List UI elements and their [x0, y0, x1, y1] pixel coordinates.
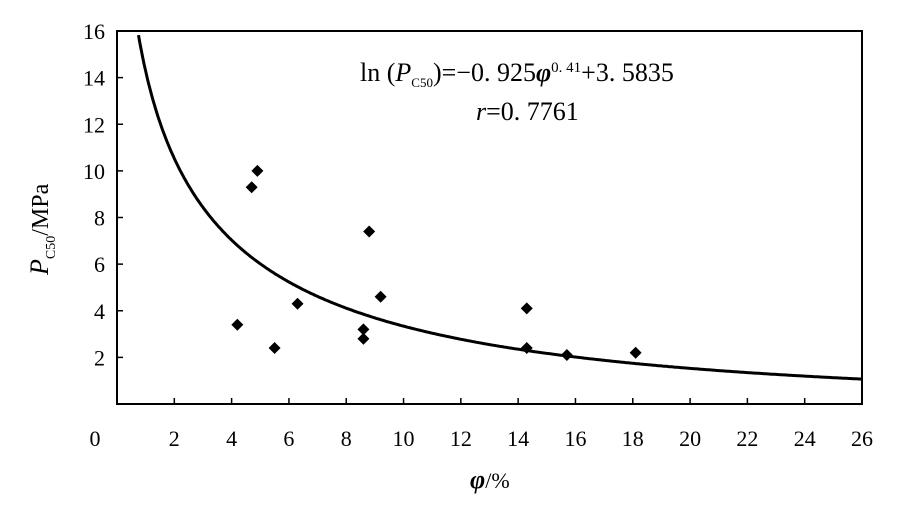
- equation-annotation: ln (PC50)=−0. 925φ0. 41+3. 5835: [360, 58, 674, 90]
- x-label-unit: /%: [485, 468, 509, 493]
- data-point-diamond: [291, 297, 304, 310]
- x-tick-label: 2: [169, 426, 180, 451]
- y-axis-label: PC50/MPa: [25, 183, 59, 276]
- data-point-diamond: [268, 342, 281, 355]
- data-point-diamond: [357, 332, 370, 345]
- x-tick-label: 14: [507, 426, 529, 451]
- data-point-diamond: [520, 342, 533, 355]
- x-tick-label: 26: [851, 426, 873, 451]
- x-tick-label: 10: [393, 426, 415, 451]
- eq-phi: φ: [536, 58, 551, 87]
- eq-exp: 0. 41: [551, 60, 581, 76]
- y-label-subscript: C50: [44, 236, 59, 259]
- y-tick-label: 8: [94, 206, 105, 231]
- x-tick-label: 20: [679, 426, 701, 451]
- x-tick-label: 12: [450, 426, 472, 451]
- x-tick-label: 8: [341, 426, 352, 451]
- x-label-symbol: φ: [470, 465, 485, 494]
- x-tick-label: 22: [736, 426, 758, 451]
- y-tick-label: 12: [83, 112, 105, 137]
- data-point-diamond: [245, 181, 258, 194]
- data-point-diamond: [231, 318, 244, 331]
- r-symbol: r: [476, 97, 487, 126]
- r-annotation: r=0. 7761: [476, 97, 579, 126]
- eq-ln: ln (: [360, 58, 395, 87]
- fit-curve: [137, 34, 863, 381]
- y-label-unit: /MPa: [28, 183, 54, 235]
- data-points: [231, 164, 642, 362]
- x-tick-label: 16: [564, 426, 586, 451]
- data-point-diamond: [374, 290, 387, 303]
- x-tick-label: 18: [622, 426, 644, 451]
- data-point-diamond: [357, 323, 370, 336]
- data-point-diamond: [520, 302, 533, 315]
- x-tick-label: 0: [90, 426, 101, 451]
- y-tick-label: 6: [94, 252, 105, 277]
- y-tick-labels: 2 4 6 8 10 12 14 16: [83, 19, 105, 370]
- y-tick-label: 14: [83, 66, 105, 91]
- y-label-symbol: P: [25, 259, 54, 276]
- data-point-diamond: [560, 349, 573, 362]
- data-point-diamond: [363, 225, 376, 238]
- x-axis-label: φ/%: [470, 465, 510, 494]
- y-tick-label: 2: [94, 345, 105, 370]
- x-tick-labels: 0 2 4 6 8 10 12 14 16 18 20 22 24 26: [90, 426, 874, 451]
- r-value: =0. 7761: [486, 97, 579, 126]
- eq-tail: +3. 5835: [581, 58, 674, 87]
- x-tick-label: 24: [794, 426, 816, 451]
- y-tick-label: 4: [94, 299, 105, 324]
- axis-ticks: [116, 30, 863, 404]
- x-tick-label: 6: [283, 426, 294, 451]
- eq-sub: C50: [411, 75, 433, 90]
- x-tick-label: 4: [226, 426, 237, 451]
- y-tick-label: 16: [83, 19, 105, 44]
- data-point-diamond: [251, 164, 264, 177]
- data-point-diamond: [629, 346, 642, 359]
- y-tick-label: 10: [83, 159, 105, 184]
- eq-p: P: [394, 58, 411, 87]
- eq-mid: )=−0. 925: [433, 58, 536, 87]
